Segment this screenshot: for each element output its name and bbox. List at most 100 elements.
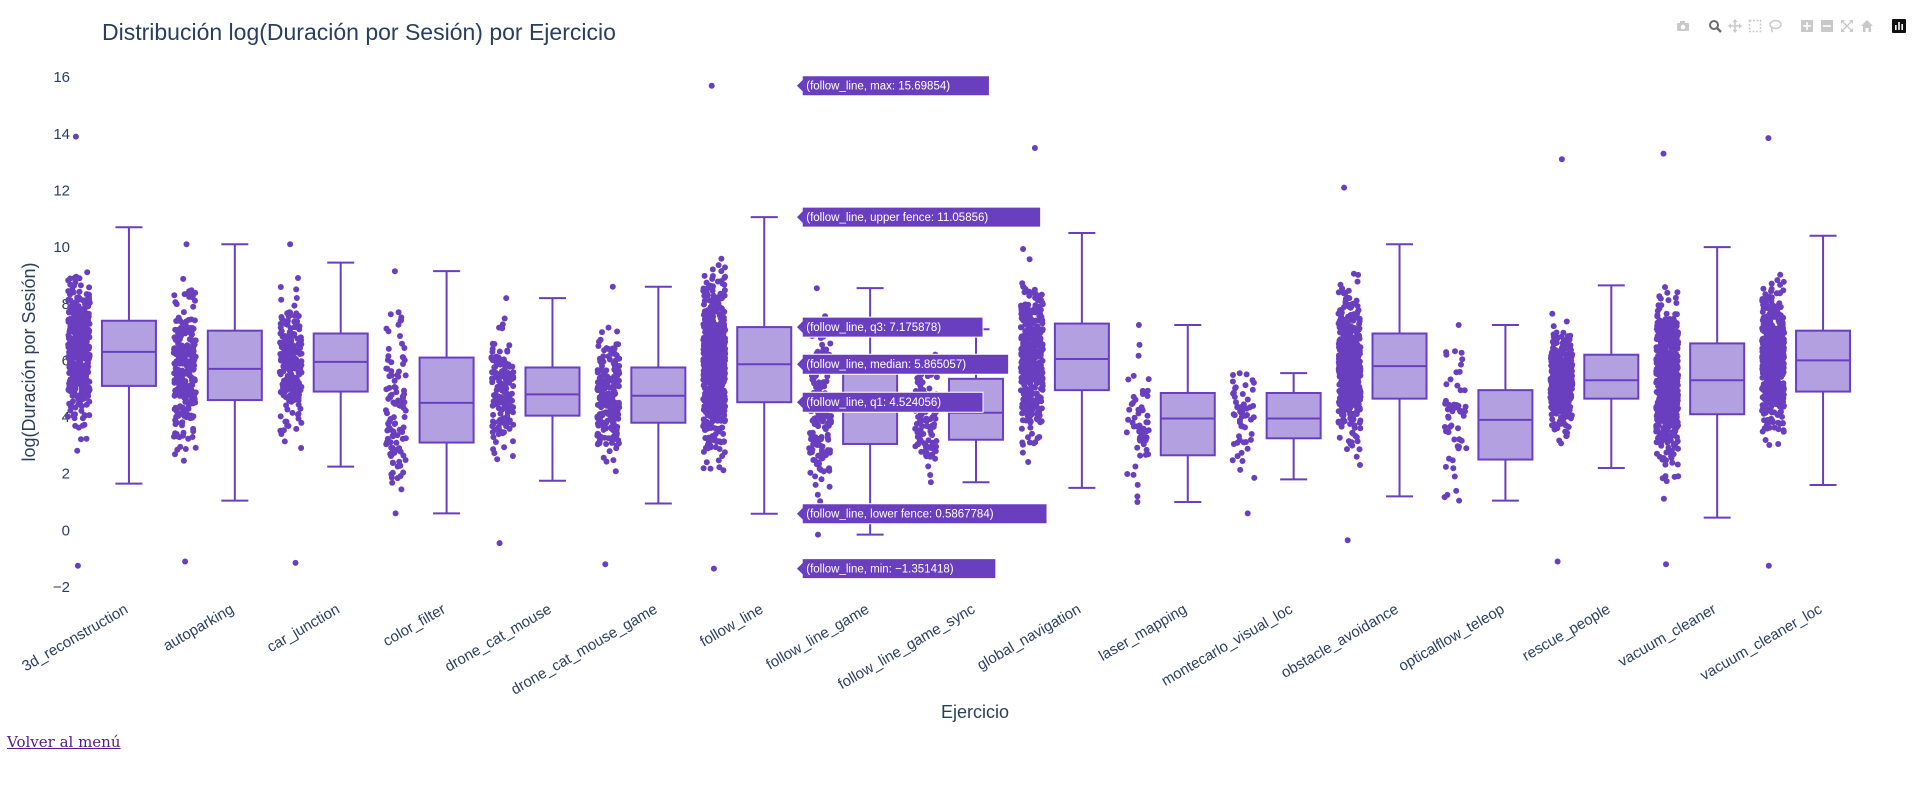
box-group[interactable] [1653,150,1746,568]
data-point [76,275,83,282]
data-point [1236,417,1243,424]
data-point [1026,256,1033,263]
data-point [601,347,608,354]
box-group[interactable] [594,283,687,568]
data-point [67,403,74,410]
data-point [1018,425,1025,432]
box-group[interactable] [170,241,263,565]
data-point [1124,471,1131,477]
plot-area[interactable] [65,82,1852,572]
box-group[interactable] [1759,135,1852,569]
data-point [65,413,71,420]
data-point [1672,294,1679,301]
data-point [391,377,398,384]
data-point [289,409,296,416]
box-group[interactable] [1547,156,1640,565]
box-group[interactable] [700,82,793,572]
data-point [1564,380,1571,387]
data-point [86,284,93,291]
data-point [933,443,940,450]
data-point [1759,428,1766,435]
data-point [1134,444,1141,451]
data-point [1657,295,1664,302]
box-group[interactable] [1441,322,1534,504]
data-point [1337,344,1344,351]
data-point [710,295,717,302]
data-point [1674,365,1681,371]
data-point [394,463,401,470]
data-point [821,424,828,431]
data-point [1664,374,1671,381]
data-point [190,303,197,310]
data-point [179,319,186,326]
data-point [1760,285,1767,292]
data-point [392,510,399,517]
data-point [190,400,196,407]
data-point [615,383,622,390]
data-point [189,331,195,338]
data-point [402,372,409,379]
box-group[interactable] [276,241,369,566]
data-point [1671,374,1677,381]
data-point [278,431,285,437]
data-point [811,421,818,428]
data-point [287,241,294,248]
data-point [397,333,403,339]
box-group[interactable] [1335,184,1428,544]
data-point [83,401,90,408]
data-point [1244,396,1251,403]
data-point [1030,390,1037,397]
data-point [190,366,197,372]
data-point [1142,451,1149,458]
data-point [1768,288,1774,295]
box-group[interactable] [383,268,475,517]
data-point [609,435,616,441]
box-group[interactable] [488,295,581,547]
data-point [76,336,83,342]
data-point [1441,424,1448,430]
data-point [824,373,831,380]
data-point [1026,327,1033,334]
data-point [700,356,707,362]
data-point [1664,289,1671,296]
data-point [1024,313,1031,320]
data-point [1763,398,1770,405]
data-point [1674,461,1681,468]
box-group[interactable] [1123,322,1216,505]
data-point [177,443,184,450]
box-plot-chart[interactable]: Distribución log(Duración por Sesión) po… [0,0,1915,735]
data-point [71,334,78,341]
data-point [1025,459,1032,465]
data-point [718,255,725,262]
data-point [1563,318,1570,325]
data-point [1336,381,1343,388]
data-point [491,364,498,371]
data-point [286,350,293,356]
data-point [614,423,621,430]
data-point [180,388,187,395]
box-iqr [1477,389,1534,461]
data-point [71,330,78,337]
y-tick-label: 2 [62,466,70,483]
data-point [1564,371,1571,378]
data-point [183,241,190,248]
data-point [1136,341,1143,348]
data-point [172,365,179,372]
data-point [1022,359,1029,366]
data-point [192,389,199,396]
data-point [498,384,504,391]
data-point [700,376,707,383]
box-group[interactable] [1229,370,1322,517]
data-point [1032,342,1039,349]
data-point [66,370,73,376]
data-point [182,446,189,452]
box-group[interactable] [65,133,157,569]
data-point [490,411,497,418]
data-point [608,416,615,423]
data-point [818,476,825,483]
box-group[interactable] [1017,145,1110,517]
data-point [1564,341,1570,348]
data-point [387,392,394,399]
data-point [1675,329,1681,336]
data-point [179,419,186,426]
